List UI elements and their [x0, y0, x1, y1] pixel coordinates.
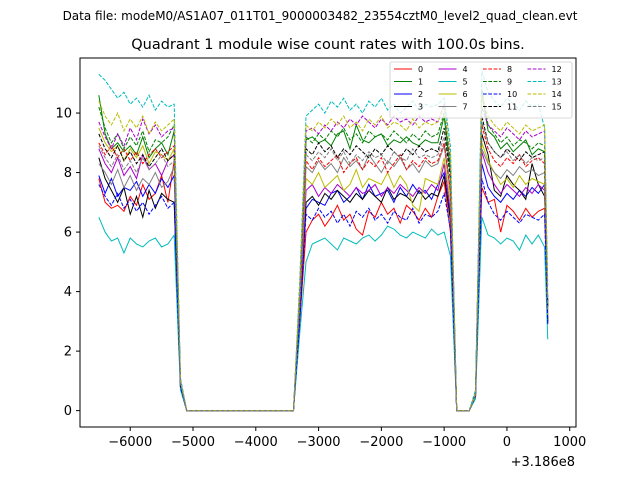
y-tick-label: 2 — [64, 345, 72, 360]
legend-label-15: 15 — [552, 103, 562, 112]
y-tick-label: 4 — [64, 285, 72, 300]
y-tick-label: 8 — [64, 166, 72, 181]
x-tick-label: −5000 — [171, 435, 215, 450]
legend-label-7: 7 — [463, 103, 468, 112]
x-axis: −6000 −5000 −4000 −3000 −2000 −1000 0 1000 — [108, 427, 586, 450]
legend-label-0: 0 — [418, 65, 423, 74]
x-tick-label: −3000 — [297, 435, 341, 450]
legend-label-9: 9 — [507, 78, 512, 87]
chart-suptitle: Data file: modeM0/AS1A07_011T01_90000034… — [63, 9, 578, 23]
series-line-12 — [98, 103, 549, 412]
x-tick-label: −1000 — [422, 435, 466, 450]
x-tick-label: −4000 — [234, 435, 278, 450]
legend-label-10: 10 — [507, 90, 517, 99]
series-line-14 — [98, 95, 549, 412]
chart-title: Quadrant 1 module wise count rates with … — [131, 37, 525, 53]
legend-label-13: 13 — [552, 78, 562, 87]
legend-label-8: 8 — [507, 65, 512, 74]
legend-label-2: 2 — [418, 90, 423, 99]
legend-label-6: 6 — [463, 90, 468, 99]
y-axis: 0 2 4 6 8 10 — [55, 107, 80, 419]
legend-label-1: 1 — [418, 78, 423, 87]
x-tick-label: −2000 — [359, 435, 403, 450]
legend-label-3: 3 — [418, 103, 423, 112]
series-group — [98, 71, 549, 412]
legend-label-14: 14 — [552, 90, 562, 99]
legend-label-12: 12 — [552, 65, 562, 74]
legend-label-4: 4 — [463, 65, 468, 74]
series-line-13 — [98, 71, 549, 412]
y-tick-label: 10 — [55, 107, 72, 122]
x-offset-label: +3.186e8 — [511, 455, 575, 470]
legend-label-11: 11 — [507, 103, 517, 112]
y-tick-label: 6 — [64, 226, 72, 241]
x-tick-label: 0 — [503, 435, 511, 450]
series-line-15 — [98, 121, 549, 412]
x-tick-label: 1000 — [553, 435, 586, 450]
series-line-5 — [98, 217, 549, 412]
x-tick-label: −6000 — [108, 435, 152, 450]
y-tick-label: 0 — [64, 404, 72, 419]
legend-box — [389, 61, 573, 119]
plot-area — [80, 58, 576, 427]
plot-frame — [79, 57, 577, 428]
legend-label-5: 5 — [463, 78, 468, 87]
